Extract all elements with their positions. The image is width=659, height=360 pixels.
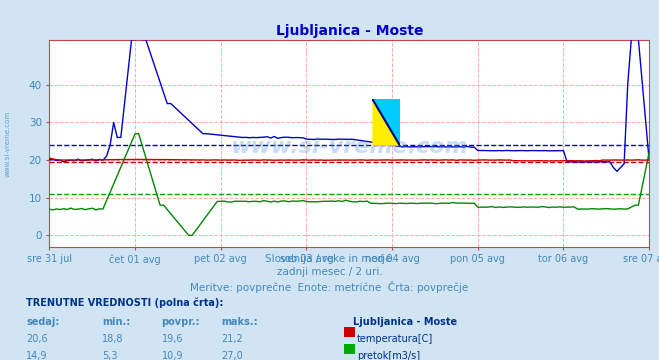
Text: zadnji mesec / 2 uri.: zadnji mesec / 2 uri. [277, 267, 382, 278]
Text: 5,3: 5,3 [102, 351, 118, 360]
Text: 21,2: 21,2 [221, 334, 243, 344]
Text: www.si-vreme.com: www.si-vreme.com [231, 137, 468, 157]
Polygon shape [372, 99, 400, 146]
Text: Meritve: povprečne  Enote: metrične  Črta: povprečje: Meritve: povprečne Enote: metrične Črta:… [190, 281, 469, 293]
Text: 19,6: 19,6 [161, 334, 183, 344]
Text: 10,9: 10,9 [161, 351, 183, 360]
Text: pretok[m3/s]: pretok[m3/s] [357, 351, 420, 360]
Text: 14,9: 14,9 [26, 351, 48, 360]
Title: Ljubljanica - Moste: Ljubljanica - Moste [275, 24, 423, 39]
Text: maks.:: maks.: [221, 317, 258, 327]
Text: Slovenija / reke in morje.: Slovenija / reke in morje. [264, 254, 395, 264]
Text: 18,8: 18,8 [102, 334, 124, 344]
Text: 27,0: 27,0 [221, 351, 243, 360]
Text: Ljubljanica - Moste: Ljubljanica - Moste [353, 317, 457, 327]
Text: TRENUTNE VREDNOSTI (polna črta):: TRENUTNE VREDNOSTI (polna črta): [26, 297, 224, 307]
Text: www.si-vreme.com: www.si-vreme.com [5, 111, 11, 177]
Text: sedaj:: sedaj: [26, 317, 60, 327]
Text: povpr.:: povpr.: [161, 317, 200, 327]
Text: temperatura[C]: temperatura[C] [357, 334, 434, 344]
Text: min.:: min.: [102, 317, 130, 327]
Polygon shape [372, 99, 400, 146]
Text: 20,6: 20,6 [26, 334, 48, 344]
